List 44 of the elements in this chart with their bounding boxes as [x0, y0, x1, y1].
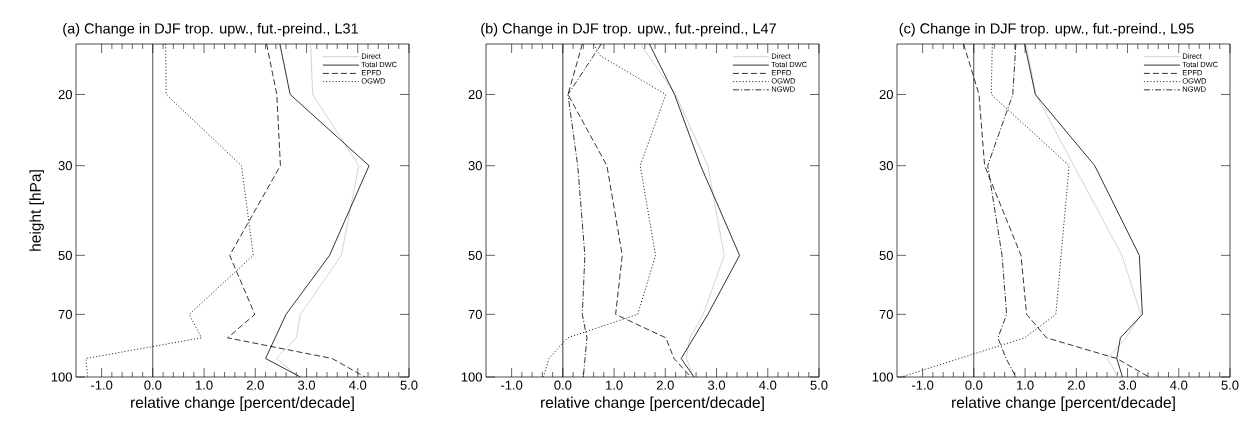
- chart-title: (c) Change in DJF trop. upw., fut.-preind., L95: [899, 22, 1194, 37]
- chart-title: (a) Change in DJF trop. upw., fut.-preind., L31: [63, 22, 358, 37]
- x-tick-label: 4.0: [349, 380, 367, 390]
- y-tick-label: 30: [468, 161, 482, 171]
- y-tick-label: 70: [58, 309, 72, 319]
- x-tick-label: 3.0: [1119, 380, 1137, 390]
- y-tick-label: 100: [51, 372, 72, 382]
- x-tick-label: 1.0: [606, 380, 623, 390]
- x-tick-label: -1.0: [501, 380, 523, 390]
- x-tick-label: 5.0: [1221, 380, 1239, 390]
- y-tick-label: 50: [468, 250, 482, 260]
- x-tick-label: 0.0: [965, 380, 983, 390]
- y-tick-label: 70: [879, 309, 893, 319]
- x-tick-label: 2.0: [1067, 380, 1085, 390]
- y-tick-label: 20: [468, 89, 482, 100]
- y-tick-label: 100: [872, 372, 893, 382]
- x-axis-title: relative change [percent/decade]: [131, 396, 354, 412]
- y-axis-title: height [hPa]: [29, 170, 44, 251]
- y-tick-label: 50: [879, 250, 893, 260]
- x-tick-label: -1.0: [912, 380, 934, 390]
- x-tick-label: -1.0: [91, 380, 113, 390]
- y-tick-label: 20: [879, 89, 893, 100]
- y-tick-label: 30: [58, 161, 72, 171]
- x-tick-label: 2.0: [246, 380, 264, 390]
- x-axis-title: relative change [percent/decade]: [541, 396, 764, 412]
- x-tick-label: 1.0: [196, 380, 213, 390]
- y-tick-label: 70: [468, 309, 482, 319]
- x-tick-label: 4.0: [1170, 380, 1188, 390]
- x-tick-label: 5.0: [810, 380, 828, 390]
- y-tick-label: 100: [461, 372, 482, 382]
- x-axis-title: relative change [percent/decade]: [952, 396, 1175, 412]
- x-tick-label: 1.0: [1017, 380, 1034, 390]
- x-tick-label: 5.0: [400, 380, 418, 390]
- x-tick-label: 0.0: [144, 380, 162, 390]
- x-tick-label: 4.0: [759, 380, 777, 390]
- y-tick-label: 50: [58, 250, 72, 260]
- x-tick-label: 3.0: [708, 380, 726, 390]
- y-tick-label: 30: [879, 161, 893, 171]
- y-tick-label: 20: [58, 89, 72, 100]
- chart-title: (b) Change in DJF trop. upw., fut.-preind., L47: [481, 22, 776, 37]
- x-tick-label: 0.0: [554, 380, 572, 390]
- x-tick-label: 2.0: [656, 380, 674, 390]
- line-series: [275, 44, 360, 378]
- x-tick-label: 3.0: [298, 380, 316, 390]
